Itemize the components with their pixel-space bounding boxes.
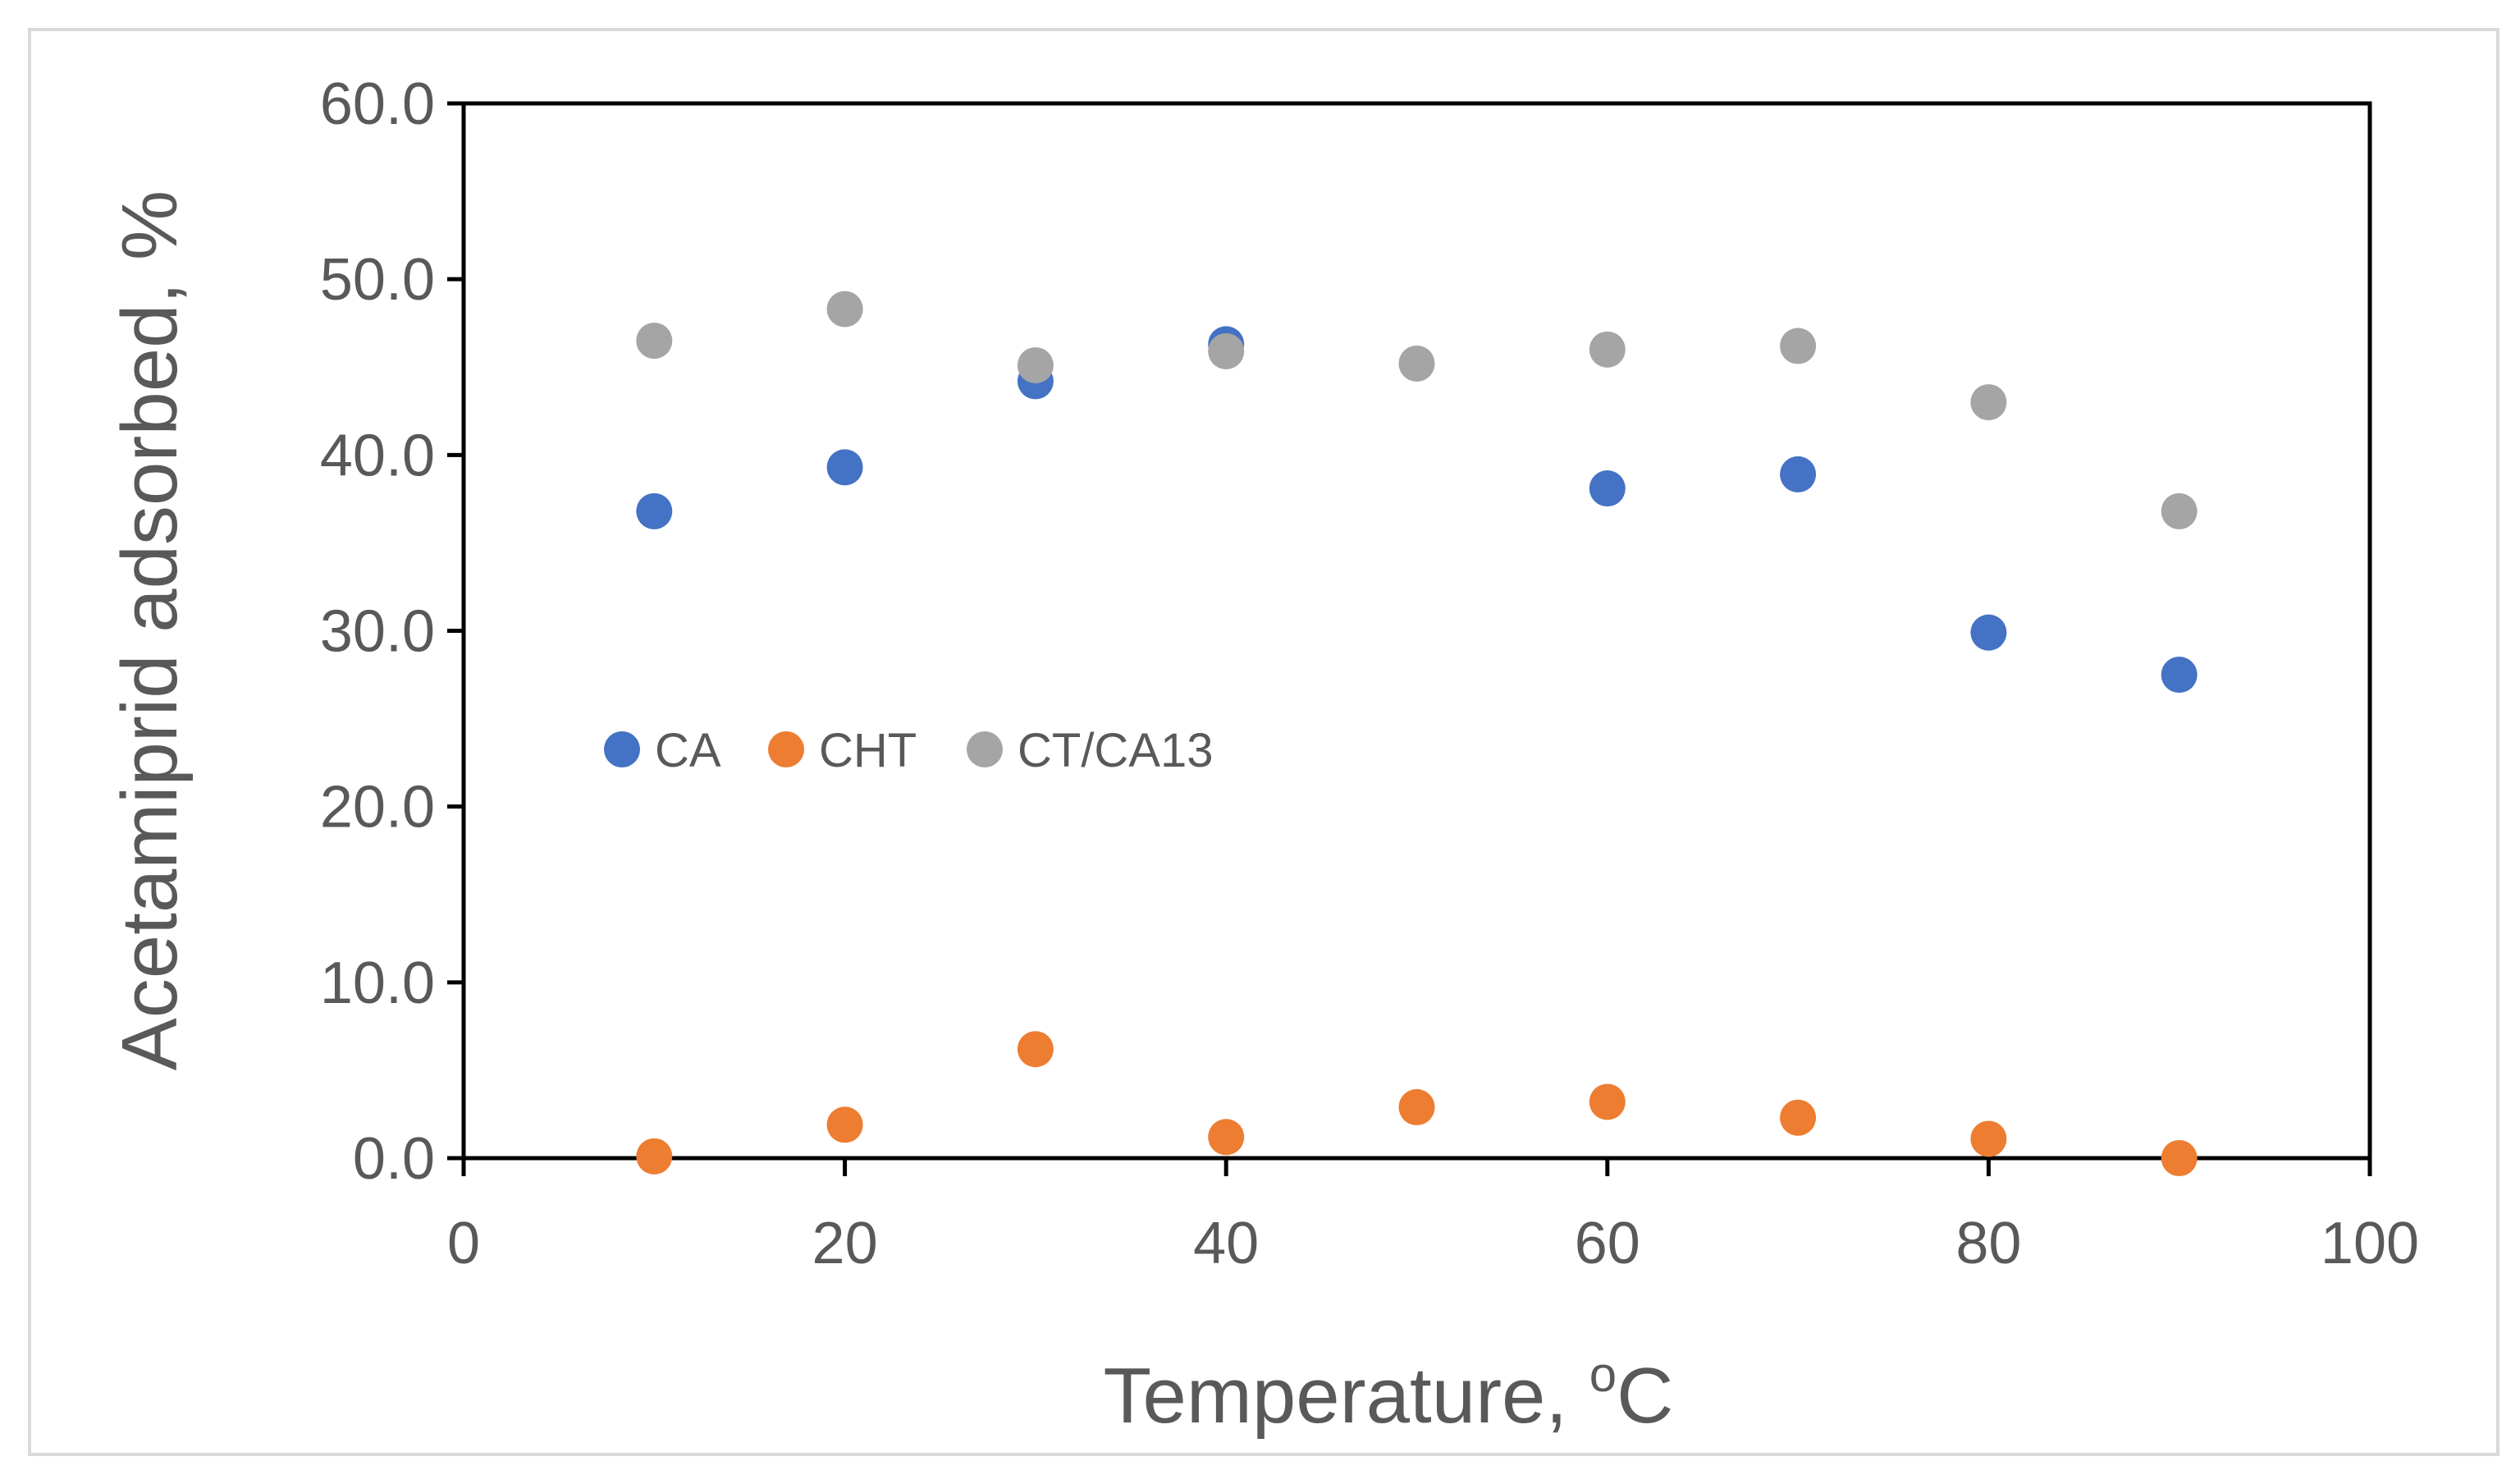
data-point [1017, 347, 1054, 384]
data-point [2161, 492, 2198, 529]
data-point [1780, 327, 1817, 364]
data-point [826, 1106, 863, 1143]
data-point [1970, 614, 2007, 651]
series-ct-ca13 [636, 291, 2198, 529]
x-tick-label: 60 [1575, 1211, 1640, 1276]
y-tick-label: 20.0 [320, 775, 435, 840]
data-point [636, 1138, 673, 1175]
legend-label: CA [655, 724, 721, 777]
y-tick-label: 30.0 [320, 599, 435, 665]
x-axis-title-superscript: o [1589, 1347, 1617, 1402]
x-tick-label: 80 [1955, 1211, 2021, 1276]
data-point [1780, 1099, 1817, 1136]
data-point [1970, 384, 2007, 421]
y-tick-label: 60.0 [320, 71, 435, 137]
data-point [1589, 470, 1626, 507]
data-point [1589, 1083, 1626, 1120]
data-point [1398, 1088, 1435, 1125]
data-point [2161, 657, 2198, 694]
x-axis-title-unit: C [1617, 1352, 1673, 1440]
y-tick-label: 10.0 [320, 950, 435, 1016]
data-point [1780, 456, 1817, 492]
y-axis-ticks: 0.0 10.0 20.0 30.0 40.0 50.0 60.0 [320, 71, 464, 1192]
data-point [1208, 1119, 1245, 1156]
x-tick-label: 0 [447, 1211, 480, 1276]
legend-marker [604, 731, 640, 767]
y-tick-label: 40.0 [320, 423, 435, 488]
legend: CA CHT CT/CA13 [604, 724, 1214, 777]
data-point [826, 291, 863, 327]
legend-label: CHT [819, 724, 917, 777]
data-points [636, 291, 2198, 1176]
data-point [1398, 345, 1435, 382]
x-tick-label: 100 [2321, 1211, 2419, 1276]
y-tick-label: 0.0 [353, 1126, 435, 1192]
y-axis-title: Acetamiprid adsorbed, % [106, 190, 194, 1071]
series-cht [636, 1031, 2198, 1176]
data-point [636, 323, 673, 360]
x-tick-label: 40 [1193, 1211, 1259, 1276]
legend-marker [768, 731, 804, 767]
y-tick-label: 50.0 [320, 247, 435, 313]
data-point [1970, 1120, 2007, 1157]
data-point [1017, 1031, 1054, 1068]
legend-label: CT/CA13 [1018, 724, 1214, 777]
data-point [2161, 1140, 2198, 1176]
data-point [1208, 332, 1245, 369]
data-point [636, 492, 673, 529]
data-point [826, 449, 863, 486]
x-axis-ticks: 0 20 40 60 80 100 [447, 1158, 2419, 1276]
chart-outer-border [28, 28, 2499, 1456]
x-axis-title-text: Temperature, [1104, 1352, 1589, 1440]
data-point [1589, 331, 1626, 368]
x-tick-label: 20 [812, 1211, 878, 1276]
x-axis-title: Temperature, oC [1104, 1347, 1674, 1440]
legend-marker [967, 731, 1003, 767]
